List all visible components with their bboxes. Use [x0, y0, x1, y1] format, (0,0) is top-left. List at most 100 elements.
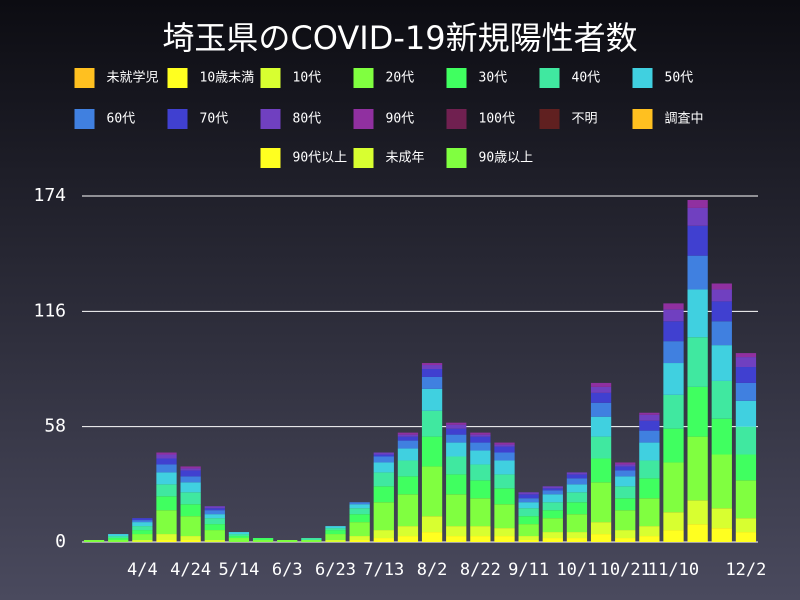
bar-segment — [494, 460, 515, 475]
bar-segment — [542, 518, 563, 533]
bar-segment — [470, 432, 491, 435]
bar-segment — [132, 530, 153, 535]
bar-segment — [542, 486, 563, 489]
bar-segment — [180, 516, 201, 537]
bar-segment — [615, 486, 636, 499]
bar-segment — [711, 283, 732, 290]
bar-segment — [639, 536, 660, 542]
bar-segment — [494, 528, 515, 537]
bar-segment — [180, 470, 201, 477]
legend-label: 40代 — [572, 71, 601, 86]
bar-segment — [615, 498, 636, 511]
bar-segment — [325, 528, 346, 531]
legend-label: 30代 — [479, 71, 508, 86]
bar-segment — [397, 432, 419, 435]
bar-segment — [590, 392, 612, 403]
x-tick-label: 8/22 — [460, 560, 501, 580]
bar-segment — [494, 444, 515, 447]
bar-segment — [566, 474, 588, 479]
bar-segment — [590, 458, 612, 483]
bar-segment — [373, 472, 394, 487]
legend-swatch — [353, 109, 374, 129]
x-tick-label: 8/2 — [417, 560, 448, 580]
legend-swatch — [167, 109, 188, 129]
bar-segment — [470, 450, 491, 465]
bar-segment — [590, 386, 612, 393]
bar-segment — [518, 508, 539, 517]
bar-segment — [639, 420, 660, 431]
bar-segment — [325, 534, 346, 541]
bar-segment — [373, 456, 394, 463]
bar-segment — [735, 518, 757, 533]
bar-segment — [711, 418, 732, 455]
bar-segment — [687, 207, 708, 226]
bar-segment — [373, 452, 394, 455]
bar-segment — [446, 442, 467, 457]
legend-swatch — [446, 148, 467, 168]
bar-segment — [228, 536, 250, 539]
bar-segment — [542, 538, 563, 542]
x-tick-label: 7/13 — [363, 560, 404, 580]
bar-segment — [349, 502, 370, 505]
bar-segment — [156, 540, 177, 542]
bar-segment — [132, 534, 153, 541]
bar-segment — [735, 532, 757, 542]
legend-label: 90歳以上 — [479, 151, 534, 166]
bar-segment — [421, 436, 443, 467]
bar-segment — [349, 522, 370, 537]
legend-swatch — [74, 109, 95, 129]
legend-label: 不明 — [572, 112, 598, 127]
bar-segment — [566, 478, 588, 485]
bar-segment — [615, 538, 636, 542]
bar-segment — [590, 522, 612, 535]
bar-segment — [397, 494, 419, 527]
bar-segment — [615, 464, 636, 467]
bar-segment — [494, 446, 515, 453]
legend-swatch — [446, 109, 467, 129]
legend-label: 調査中 — [665, 112, 704, 127]
bar-segment — [687, 500, 708, 525]
y-tick-label: 58 — [44, 416, 66, 437]
bar-segment — [132, 540, 153, 542]
bar-segment — [470, 434, 491, 437]
bar-segment — [446, 422, 467, 425]
bar-segment — [252, 538, 274, 541]
x-tick-label: 4/24 — [170, 560, 211, 580]
bar-segment — [204, 514, 225, 519]
bar-segment — [566, 514, 588, 533]
bar-segment — [325, 526, 346, 529]
bar-segment — [590, 382, 612, 387]
bar-segment — [615, 510, 636, 531]
legend-label: 60代 — [107, 112, 136, 127]
bar-segment — [349, 536, 370, 541]
x-tick-label: 4/4 — [127, 560, 158, 580]
bar-segment — [204, 510, 225, 515]
bar-segment — [156, 496, 177, 511]
bar-segment — [204, 518, 225, 525]
bar-segment — [566, 484, 588, 493]
bar-segment — [615, 476, 636, 487]
bar-segment — [566, 502, 588, 515]
legend-swatch — [260, 68, 281, 88]
bar-segment — [421, 466, 443, 517]
legend-label: 20代 — [386, 71, 415, 86]
y-tick-label: 0 — [55, 531, 66, 552]
bar-segment — [687, 199, 708, 208]
legend-label: 未就学児 — [107, 70, 159, 86]
bar-segment — [277, 540, 298, 542]
bar-segment — [687, 255, 708, 290]
bar-segment — [108, 538, 129, 541]
bar-segment — [735, 426, 757, 455]
bar-segment — [615, 530, 636, 539]
bar-segment — [301, 538, 322, 541]
bar-segment — [228, 532, 250, 535]
legend-swatch — [446, 68, 467, 88]
bar-segment — [590, 436, 612, 459]
legend-swatch — [353, 148, 374, 168]
bar-segment — [373, 538, 394, 542]
bar-segment — [639, 412, 660, 415]
bar-segment — [470, 536, 491, 542]
bar-segment — [421, 365, 443, 369]
bar-segment — [518, 516, 539, 525]
legend-swatch — [632, 109, 653, 129]
